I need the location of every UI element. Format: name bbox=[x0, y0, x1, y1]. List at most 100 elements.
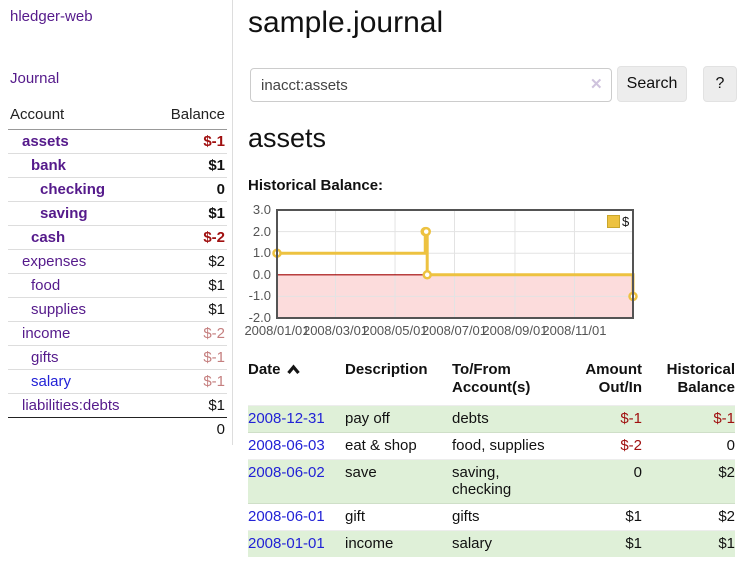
account-balance: $-1 bbox=[203, 133, 225, 150]
y-axis-tick: 1.0 bbox=[252, 245, 271, 261]
sidebar-account-link[interactable]: liabilities:debts bbox=[22, 397, 120, 414]
page-title: sample.journal bbox=[248, 6, 444, 39]
sidebar-accounts-table: Account Balance assets $-1 bank $1 checking 0… bbox=[8, 102, 227, 441]
sidebar-account-row: bank $1 bbox=[8, 153, 227, 178]
sidebar-account-row: checking 0 bbox=[8, 177, 227, 202]
sidebar-account-row: supplies $1 bbox=[8, 297, 227, 322]
accounts-column-header: To/From Account(s) bbox=[452, 361, 531, 396]
sidebar-account-link[interactable]: assets bbox=[22, 133, 69, 150]
transaction-description: gift bbox=[345, 508, 366, 525]
x-axis-tick: 2008/11/01 bbox=[542, 323, 607, 338]
x-axis-tick: 2008/03/01 bbox=[302, 323, 369, 338]
sidebar-account-link[interactable]: expenses bbox=[22, 253, 87, 270]
sidebar-account-link[interactable]: supplies bbox=[31, 301, 87, 318]
sidebar-item-journal[interactable]: Journal bbox=[10, 70, 60, 87]
total-balance: 0 bbox=[152, 417, 227, 441]
sidebar-account-link[interactable]: income bbox=[22, 325, 71, 342]
transaction-date-link[interactable]: 2008-06-02 bbox=[248, 464, 325, 481]
x-axis-tick: 2008/07/01 bbox=[421, 323, 488, 338]
sidebar-account-row: liabilities:debts $1 bbox=[8, 394, 227, 418]
transaction-description: income bbox=[345, 535, 394, 552]
transaction-date-link[interactable]: 2008-01-01 bbox=[248, 535, 325, 552]
clear-search-icon[interactable]: ✕ bbox=[590, 76, 603, 93]
register-body: 2008-12-31 pay off debts $-1 $-1 2008-06-03 ea… bbox=[248, 405, 735, 557]
transaction-description: save bbox=[345, 464, 377, 481]
y-axis-tick: 0.0 bbox=[252, 266, 271, 282]
amount-column-header: Amount Out/In bbox=[585, 361, 642, 396]
transaction-date-link[interactable]: 2008-06-03 bbox=[248, 437, 325, 454]
sidebar-account-link[interactable]: salary bbox=[31, 373, 72, 390]
sidebar-account-row: cash $-2 bbox=[8, 225, 227, 250]
register-table: Date Description To/From Account(s) Amou… bbox=[248, 358, 735, 557]
transaction-description: pay off bbox=[345, 410, 390, 427]
sidebar-account-row: expenses $2 bbox=[8, 249, 227, 274]
chart-canvas bbox=[272, 209, 638, 319]
transaction-accounts: debts bbox=[452, 410, 489, 427]
chart-legend: $ bbox=[605, 213, 632, 230]
transaction-balance: $-1 bbox=[713, 410, 735, 427]
legend-label: $ bbox=[622, 214, 630, 229]
date-column-header[interactable]: Date bbox=[248, 358, 345, 406]
sidebar-accounts-header: Account Balance bbox=[8, 102, 227, 130]
transaction-accounts: saving, checking bbox=[452, 464, 512, 498]
sidebar-account-row: food $1 bbox=[8, 273, 227, 298]
account-balance: $-1 bbox=[203, 349, 225, 366]
sidebar-account-link[interactable]: food bbox=[31, 277, 61, 294]
sidebar-account-link[interactable]: saving bbox=[40, 205, 88, 222]
sidebar-account-row: salary $-1 bbox=[8, 369, 227, 394]
brand-link[interactable]: hledger-web bbox=[10, 8, 93, 25]
search-button[interactable]: Search bbox=[617, 66, 687, 102]
legend-swatch bbox=[607, 215, 620, 228]
account-balance: $1 bbox=[208, 301, 225, 318]
sidebar-account-row: assets $-1 bbox=[8, 129, 227, 154]
sidebar-account-row: income $-2 bbox=[8, 321, 227, 346]
register-row: 2008-01-01 income salary $1 $1 bbox=[248, 530, 735, 557]
transaction-date-link[interactable]: 2008-06-01 bbox=[248, 508, 325, 525]
total-spacer bbox=[8, 417, 153, 441]
account-balance: $1 bbox=[208, 397, 225, 414]
x-axis-tick: 2008/05/01 bbox=[362, 323, 428, 338]
transaction-amount: $-2 bbox=[620, 437, 642, 454]
sidebar-account-row: saving $1 bbox=[8, 201, 227, 226]
transaction-accounts: gifts bbox=[452, 508, 480, 525]
transaction-date-link[interactable]: 2008-12-31 bbox=[248, 410, 325, 427]
register-row: 2008-06-01 gift gifts $1 $2 bbox=[248, 503, 735, 531]
sidebar-account-link[interactable]: checking bbox=[40, 181, 106, 198]
balance-column-header-main: Historical Balance bbox=[666, 361, 735, 396]
transaction-amount: 0 bbox=[633, 464, 642, 481]
description-column-header: Description bbox=[345, 361, 428, 378]
x-axis-tick: 2008/01/01 bbox=[244, 323, 310, 338]
register-row: 2008-06-03 eat & shop food, supplies $-2 0 bbox=[248, 432, 735, 460]
account-balance: $1 bbox=[208, 157, 225, 174]
transaction-balance: 0 bbox=[726, 437, 735, 454]
y-axis-tick: -1.0 bbox=[248, 288, 271, 304]
transaction-description: eat & shop bbox=[345, 437, 417, 454]
search-input[interactable] bbox=[250, 68, 612, 102]
account-balance: $2 bbox=[208, 253, 225, 270]
register-row: 2008-06-02 save saving, checking 0 $2 bbox=[248, 459, 735, 504]
sidebar-account-link[interactable]: gifts bbox=[31, 349, 59, 366]
sidebar-account-link[interactable]: cash bbox=[31, 229, 66, 246]
transaction-accounts: food, supplies bbox=[452, 437, 545, 454]
account-title: assets bbox=[248, 123, 327, 153]
account-balance: $-2 bbox=[203, 229, 225, 246]
sidebar-account-link[interactable]: bank bbox=[31, 157, 67, 174]
transaction-balance: $2 bbox=[718, 508, 735, 525]
account-column-header: Account bbox=[8, 102, 153, 130]
sort-asc-icon bbox=[286, 364, 300, 375]
register-row: 2008-12-31 pay off debts $-1 $-1 bbox=[248, 405, 735, 433]
sidebar-account-row: gifts $-1 bbox=[8, 345, 227, 370]
chart-label: Historical Balance: bbox=[248, 177, 384, 194]
balance-column-header: Balance bbox=[152, 102, 227, 130]
transaction-accounts: salary bbox=[452, 535, 493, 552]
transaction-balance: $2 bbox=[718, 464, 735, 481]
transaction-amount: $1 bbox=[625, 535, 642, 552]
y-axis-tick: 2.0 bbox=[252, 223, 271, 239]
help-button[interactable]: ? bbox=[703, 66, 737, 102]
account-balance: $-2 bbox=[203, 325, 225, 342]
historical-balance-chart: 3.0 2.0 1.0 0.0 -1.0 -2.0 2008/01/01 2008/03/01… bbox=[244, 202, 735, 344]
transaction-amount: $1 bbox=[625, 508, 642, 525]
transaction-amount: $-1 bbox=[620, 410, 642, 427]
transaction-balance: $1 bbox=[718, 535, 735, 552]
account-balance: $1 bbox=[208, 205, 225, 222]
